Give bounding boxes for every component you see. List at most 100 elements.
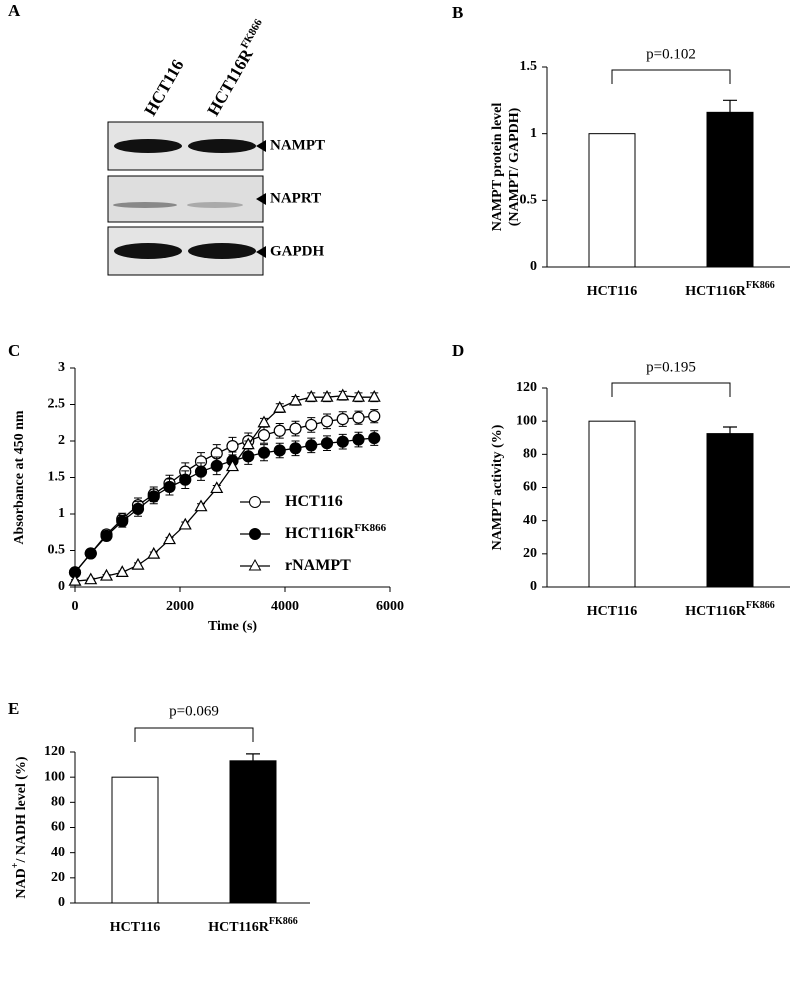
y-tick-label: 3 [58,360,65,375]
label-segment: / NADH level (%) [14,756,29,863]
legend-marker [249,496,261,508]
marker [257,446,271,459]
y-tick-label: 0 [530,259,537,274]
p-value: p=0.102 [646,46,696,62]
significance-bracket [611,382,731,397]
y-axis-label: Absorbance at 450 nm [12,410,27,545]
y-tick-label: 0 [58,579,65,594]
protein-label: NAPRT [270,190,321,206]
marker [115,565,129,577]
x-tick-label: 4000 [271,599,299,614]
marker [351,389,366,402]
legend-label: HCT116RFK866 [285,522,387,542]
bar [588,420,636,588]
legend-superscript: FK866 [354,522,386,534]
marker [273,444,286,457]
marker [336,388,350,401]
marker [131,502,145,515]
marker [68,573,82,586]
y-tick-label: 0 [58,895,65,910]
y-tick-label: 80 [523,447,537,462]
protein-label: GAPDH [270,243,324,259]
marker [305,418,318,432]
y-axis-label: NAMPT protein level [490,103,505,232]
bar [706,433,754,588]
band [114,243,182,259]
panel-letter: E [8,699,19,718]
band [187,202,243,208]
legend-marker [248,558,262,571]
y-tick-label: 0.5 [520,193,538,208]
y-tick-label: 80 [51,795,65,810]
marker [116,515,129,528]
marker [368,410,381,423]
p-value: p=0.069 [169,703,219,719]
band [188,139,256,153]
marker [210,481,224,494]
marker [241,437,255,450]
error-bar [723,99,737,113]
bar [111,776,159,904]
y-tick-label: 1.5 [48,470,66,485]
marker [305,439,318,452]
marker [194,465,208,478]
error-bar [723,426,737,434]
marker [289,442,302,455]
y-tick-label: 2.5 [48,397,66,412]
marker [320,389,334,402]
marker [210,459,223,472]
y-tick-label: 40 [51,845,65,860]
marker [367,389,381,402]
y-tick-label: 1 [58,506,65,521]
marker [100,529,113,543]
category-label: HCT116 [587,604,638,619]
marker [320,437,334,450]
bar [229,760,277,904]
y-axis-label: NAMPT activity (%) [490,424,505,550]
p-value: p=0.195 [646,359,696,375]
marker [336,413,349,426]
arrowhead [256,140,266,152]
category-label: HCT116RFK866 [685,280,775,299]
band [113,202,177,208]
y-tick-label: 100 [44,769,65,784]
marker [320,415,334,428]
y-tick-label: 100 [516,413,537,428]
marker [273,400,287,413]
marker [273,424,286,437]
x-tick-label: 0 [72,599,79,614]
blot-box [107,175,264,223]
category-text: HCT116R [685,284,747,299]
y-tick-label: 1.5 [520,59,538,74]
marker [162,532,177,545]
bar [588,133,636,268]
category-label: HCT116RFK866 [208,916,298,935]
category-superscript: FK866 [269,916,298,927]
y-tick-label: 20 [523,546,537,561]
marker [304,389,318,402]
band [114,139,182,153]
label-segment: (NAMPT/ GAPDH) [507,107,522,226]
marker [368,431,381,445]
label-segment: + [10,862,21,868]
marker [336,435,349,448]
legend-text: HCT116 [285,493,343,510]
panel-letter: C [8,341,20,360]
marker [163,480,176,494]
y-tick-label: 0.5 [48,543,66,558]
label-segment: NAMPT activity (%) [490,424,505,550]
category-text: HCT116R [208,920,270,935]
panel-letter: D [452,341,464,360]
category-superscript: FK866 [746,600,775,611]
marker [257,429,271,442]
marker [147,490,160,503]
significance-bracket [611,69,731,84]
legend-text: rNAMPT [285,557,351,574]
category-label: HCT116 [110,920,161,935]
label-segment: NAMPT protein level [490,103,505,232]
marker [242,450,255,463]
category-label: HCT116 [587,284,638,299]
marker [225,459,240,472]
blot-panel: NAMPT NAPRT GAPDH [107,121,325,276]
